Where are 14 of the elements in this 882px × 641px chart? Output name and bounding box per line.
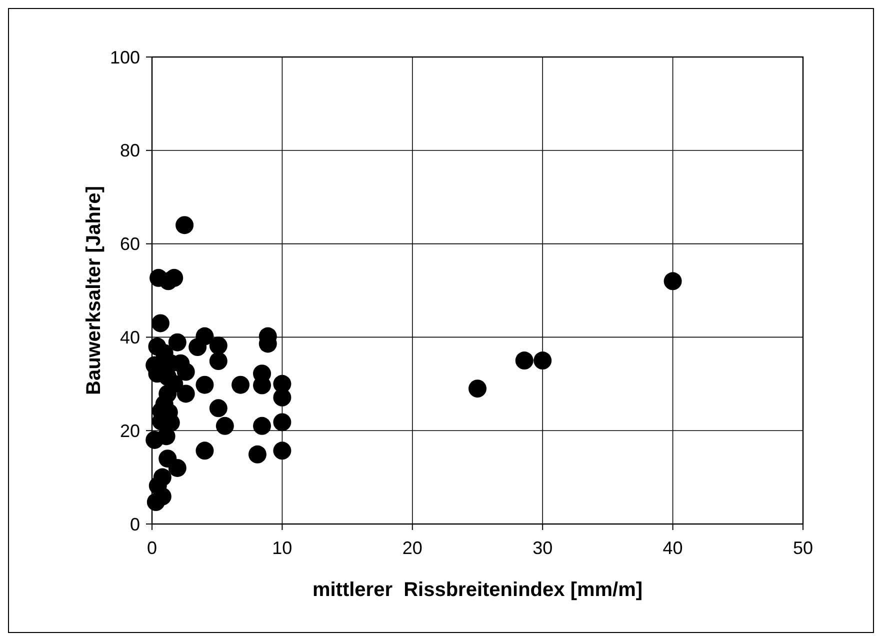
x-tick-label: 40: [662, 538, 683, 558]
x-tick-label: 30: [532, 538, 553, 558]
y-tick-label: 40: [120, 328, 140, 348]
y-axis-title: Bauwerksalter [Jahre]: [83, 186, 105, 395]
x-tick-label: 50: [792, 538, 814, 558]
y-tick-label: 0: [130, 514, 140, 534]
y-tick-label: 100: [110, 47, 140, 68]
y-tick-label: 60: [120, 234, 140, 254]
x-tick-label: 0: [146, 538, 158, 558]
x-tick-label: 20: [402, 538, 422, 558]
x-axis-title: mittlerer Rissbreitenindex [mm/m]: [312, 579, 643, 601]
y-tick-label: 20: [120, 420, 140, 441]
x-tick-label: 10: [272, 538, 292, 558]
y-tick-label: 80: [120, 140, 140, 161]
